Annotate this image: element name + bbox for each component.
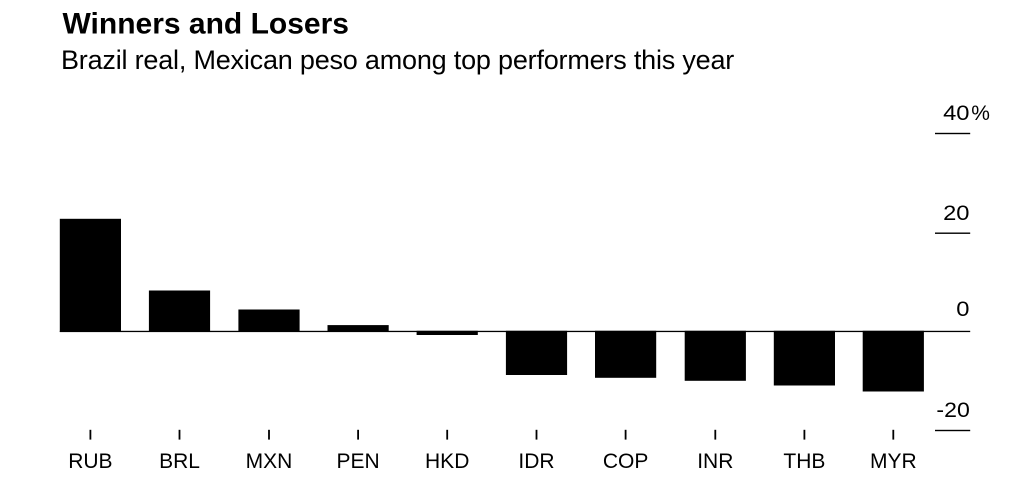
svg-text:40: 40 bbox=[943, 101, 969, 124]
svg-text:MXN: MXN bbox=[246, 450, 293, 473]
svg-text:20: 20 bbox=[943, 201, 969, 224]
svg-text:IDR: IDR bbox=[518, 450, 554, 473]
svg-text:Winners and Losers: Winners and Losers bbox=[63, 8, 349, 41]
svg-text:BRL: BRL bbox=[159, 450, 200, 473]
svg-text:-20: -20 bbox=[936, 398, 969, 422]
svg-text:COP: COP bbox=[603, 450, 649, 473]
svg-text:INR: INR bbox=[697, 450, 733, 473]
svg-text:MYR: MYR bbox=[870, 450, 917, 473]
svg-text:RUB: RUB bbox=[68, 450, 112, 473]
svg-text:HKD: HKD bbox=[425, 450, 469, 473]
svg-text:%: % bbox=[971, 102, 990, 125]
svg-text:PEN: PEN bbox=[337, 450, 380, 473]
svg-text:THB: THB bbox=[783, 450, 825, 473]
svg-text:0: 0 bbox=[956, 297, 969, 320]
svg-text:Brazil real, Mexican peso amon: Brazil real, Mexican peso among top perf… bbox=[61, 45, 734, 75]
